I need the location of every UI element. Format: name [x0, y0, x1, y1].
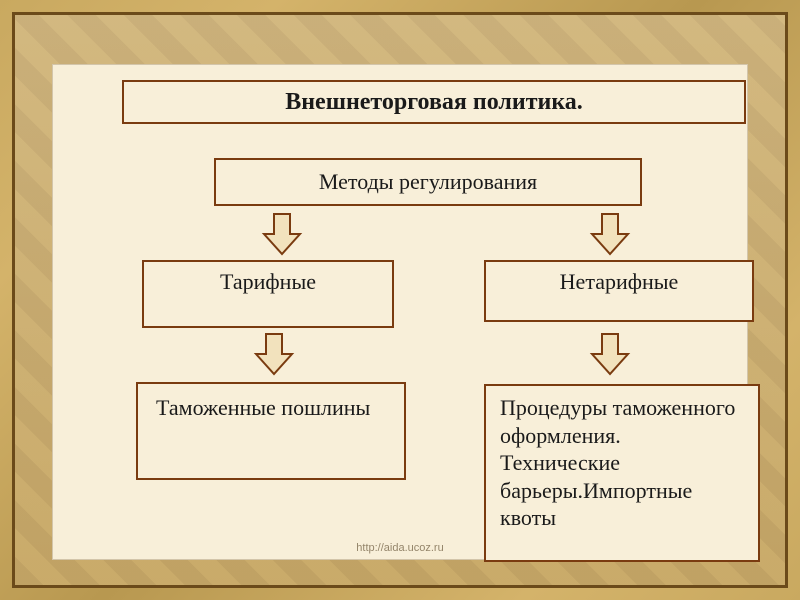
content-panel: Внешнеторговая политика. Методы регулиро… — [52, 64, 748, 560]
arrow-down-icon — [252, 332, 296, 376]
procedures-text: Процедуры таможенного оформления. Технич… — [500, 395, 735, 530]
arrow-down-icon — [588, 212, 632, 256]
customs-box: Таможенные пошлины — [136, 382, 406, 480]
left-branch-box: Тарифные — [142, 260, 394, 328]
right-branch-label: Нетарифные — [560, 269, 679, 294]
subtitle-box: Методы регулирования — [214, 158, 642, 206]
title-box: Внешнеторговая политика. — [122, 80, 746, 124]
title-text: Внешнеторговая политика. — [285, 89, 583, 116]
footer-url: http://aida.ucoz.ru — [52, 542, 748, 554]
customs-text: Таможенные пошлины — [156, 395, 370, 420]
arrow-down-icon — [260, 212, 304, 256]
right-branch-box: Нетарифные — [484, 260, 754, 322]
arrow-down-icon — [588, 332, 632, 376]
subtitle-text: Методы регулирования — [319, 169, 537, 195]
slide-frame: Внешнеторговая политика. Методы регулиро… — [0, 0, 800, 600]
left-branch-label: Тарифные — [220, 269, 316, 294]
procedures-box: Процедуры таможенного оформления. Технич… — [484, 384, 760, 562]
